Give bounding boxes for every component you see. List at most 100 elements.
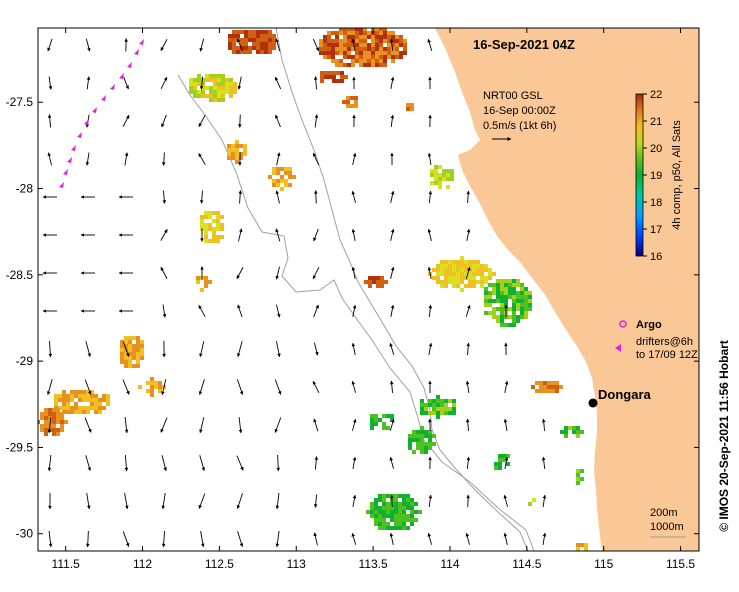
sst-pixel <box>512 315 516 319</box>
sst-pixel <box>228 42 232 46</box>
sst-pixel <box>496 299 500 303</box>
sst-pixel <box>391 55 395 59</box>
sst-pixel <box>359 28 363 31</box>
sst-pixel <box>236 50 240 54</box>
sst-pixel <box>412 450 416 454</box>
sst-pixel <box>136 352 140 356</box>
sst-pixel <box>416 438 420 442</box>
sst-pixel <box>327 55 331 59</box>
sst-pixel <box>438 165 442 169</box>
sst-pixel <box>440 260 444 264</box>
sst-pixel <box>440 399 444 403</box>
sst-pixel <box>268 42 272 46</box>
current-vector <box>313 342 319 356</box>
sst-pixel <box>272 183 276 187</box>
sst-pixel <box>420 450 424 454</box>
sst-pixel <box>398 506 402 510</box>
sst-pixel <box>442 173 446 177</box>
sst-pixel <box>370 422 374 426</box>
sst-pixel <box>189 82 193 86</box>
sst-pixel <box>120 360 124 364</box>
sst-pixel <box>492 311 496 315</box>
sst-pixel <box>331 43 335 47</box>
sst-pixel <box>374 514 378 518</box>
sst-pixel <box>432 407 436 411</box>
sst-pixel <box>468 276 472 280</box>
sst-pixel <box>484 291 488 295</box>
sst-pixel <box>94 410 98 414</box>
current-vector <box>312 38 320 52</box>
sst-pixel <box>370 506 374 510</box>
drifters-label-line2: to 17/09 12Z <box>636 349 698 361</box>
sst-pixel <box>492 283 496 287</box>
sst-pixel <box>436 280 440 284</box>
sst-pixel <box>340 75 344 79</box>
sst-pixel <box>547 389 551 393</box>
sst-pixel <box>383 55 387 59</box>
sst-pixel <box>323 51 327 55</box>
sst-pixel <box>446 173 450 177</box>
sst-pixel <box>208 211 212 215</box>
sst-pixel <box>189 90 193 94</box>
sst-pixel <box>576 430 580 434</box>
sst-pixel <box>236 30 240 34</box>
sst-pixel <box>268 34 272 38</box>
current-vector <box>162 190 167 204</box>
sst-pixel <box>434 169 438 173</box>
sst-pixel <box>460 268 464 272</box>
sst-pixel <box>216 219 220 223</box>
sst-pixel <box>193 94 197 98</box>
sst-pixel <box>504 291 508 295</box>
sst-pixel <box>500 319 504 323</box>
sst-pixel <box>52 416 56 420</box>
sst-pixel <box>244 46 248 50</box>
sst-pixel <box>102 394 106 398</box>
sst-pixel <box>506 462 510 466</box>
current-vector <box>312 152 320 166</box>
sst-pixel <box>70 410 74 414</box>
sst-pixel <box>347 31 351 35</box>
sst-pixel <box>346 96 350 100</box>
sst-pixel <box>410 498 414 502</box>
sst-pixel <box>516 299 520 303</box>
sst-pixel <box>580 551 584 555</box>
sst-pixel <box>432 403 436 407</box>
sst-pixel <box>48 412 52 416</box>
sst-pixel <box>343 55 347 59</box>
sst-pixel <box>379 31 383 35</box>
current-vector <box>313 418 319 432</box>
sst-pixel <box>146 381 150 385</box>
sst-pixel <box>420 446 424 450</box>
sst-pixel <box>94 402 98 406</box>
current-vector <box>389 342 395 355</box>
current-vector <box>198 305 206 317</box>
sst-pixel <box>504 287 508 291</box>
sst-pixel <box>496 319 500 323</box>
current-vector <box>160 76 168 90</box>
sst-pixel <box>371 39 375 43</box>
argo-marker-icon <box>619 320 627 328</box>
drifter-arrow <box>110 84 115 90</box>
sst-pixel <box>410 510 414 514</box>
sst-pixel <box>343 39 347 43</box>
sst-pixel <box>414 518 418 522</box>
sst-pixel <box>320 71 324 75</box>
sst-pixel <box>56 420 60 424</box>
sst-pixel <box>197 78 201 82</box>
sst-pixel <box>472 284 476 288</box>
sst-pixel <box>44 416 48 420</box>
current-vector <box>48 76 53 90</box>
sst-pixel <box>197 90 201 94</box>
drifter-arrow-icon <box>615 344 621 352</box>
sst-pixel <box>204 239 208 243</box>
sst-pixel <box>382 510 386 514</box>
sst-pixel <box>375 51 379 55</box>
sst-pixel <box>339 59 343 63</box>
sst-pixel <box>446 177 450 181</box>
current-vector <box>238 190 243 204</box>
sst-pixel <box>256 30 260 34</box>
current-vector <box>503 494 508 507</box>
sst-pixel <box>394 522 398 526</box>
sst-pixel <box>272 179 276 183</box>
sst-pixel <box>212 219 216 223</box>
